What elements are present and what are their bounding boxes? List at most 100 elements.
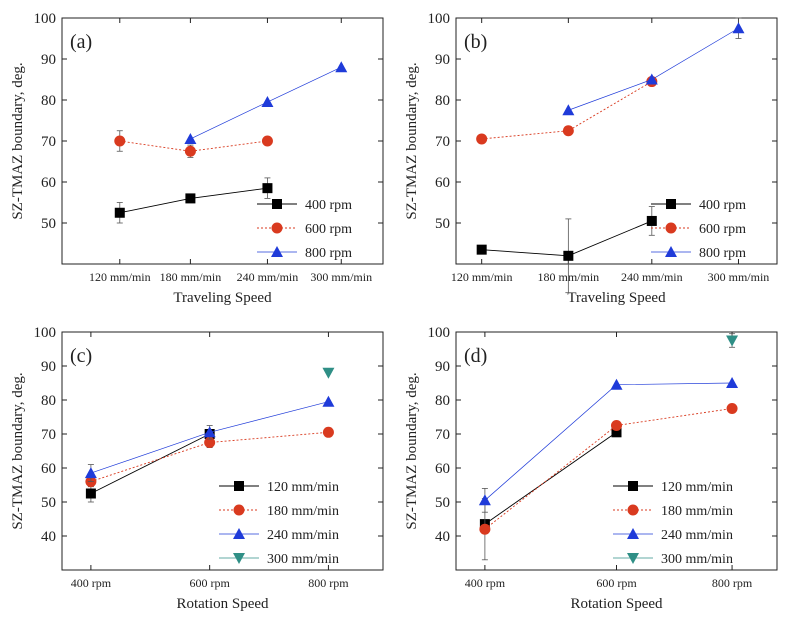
data-point xyxy=(611,420,622,431)
data-point xyxy=(261,135,273,147)
data-point xyxy=(203,426,216,438)
data-point xyxy=(322,395,335,407)
legend-label: 240 mm/min xyxy=(267,528,339,543)
y-axis-title: SZ-TMAZ boundary, deg. xyxy=(10,62,26,219)
legend-label: 120 mm/min xyxy=(267,480,339,495)
data-point xyxy=(185,193,196,204)
y-tick-label: 60 xyxy=(435,461,450,477)
legend-marker xyxy=(233,504,245,516)
panel-label: (c) xyxy=(70,345,92,367)
series-4 xyxy=(726,333,739,348)
x-tick-label: 120 mm/min xyxy=(451,270,513,284)
data-point xyxy=(610,378,623,390)
y-tick-label: 60 xyxy=(435,175,450,191)
y-tick-label: 50 xyxy=(41,495,56,511)
plot-frame xyxy=(61,331,384,571)
data-point xyxy=(335,61,348,73)
legend-label: 800 rpm xyxy=(699,246,746,261)
data-point xyxy=(322,426,334,438)
series-line xyxy=(484,431,617,525)
legend-marker xyxy=(666,199,676,209)
data-point xyxy=(478,494,491,506)
panel-label: (d) xyxy=(464,345,487,367)
data-point xyxy=(184,145,196,157)
legend-label: 300 mm/min xyxy=(267,552,339,567)
y-tick-label: 100 xyxy=(34,325,57,341)
y-tick-label: 100 xyxy=(428,325,451,341)
y-tick-label: 80 xyxy=(41,393,56,409)
data-point xyxy=(726,335,739,347)
legend: 120 mm/min 180 mm/min 240 mm/min 300 mm/min xyxy=(219,480,339,567)
data-point xyxy=(262,183,273,194)
y-tick-label: 50 xyxy=(435,495,450,511)
series-line xyxy=(90,433,210,494)
x-tick-label: 400 rpm xyxy=(71,576,112,590)
data-point xyxy=(114,135,126,147)
data-point xyxy=(204,437,216,448)
y-tick-label: 80 xyxy=(41,93,56,109)
y-tick-label: 50 xyxy=(41,216,56,232)
data-point xyxy=(732,22,745,34)
panel-label: (a) xyxy=(70,31,92,53)
legend-marker xyxy=(272,199,282,209)
data-point xyxy=(645,73,658,85)
data-point xyxy=(726,377,739,388)
legend: 120 mm/min 180 mm/min 240 mm/min 300 mm/min xyxy=(613,480,733,567)
data-point xyxy=(562,125,574,137)
series-1 xyxy=(85,429,215,503)
series-2 xyxy=(114,130,273,158)
legend-label: 120 mm/min xyxy=(661,480,733,495)
data-point xyxy=(646,215,657,226)
y-tick-label: 50 xyxy=(435,216,450,232)
data-point xyxy=(261,96,274,108)
y-tick-label: 70 xyxy=(435,134,450,150)
x-tick-label: 600 rpm xyxy=(596,576,637,590)
y-tick-label: 70 xyxy=(41,134,56,150)
series-2 xyxy=(85,426,334,488)
chart-panel-4: 40 50 60 70 80 90 100 400 rpm 600 rpm 800 rpm Rota… xyxy=(404,325,778,612)
legend-label: 180 mm/min xyxy=(661,504,733,519)
legend-marker xyxy=(665,222,677,234)
y-tick-label: 90 xyxy=(41,52,56,68)
legend-marker xyxy=(271,222,283,234)
y-axis-title: SZ-TMAZ boundary, deg. xyxy=(10,372,26,529)
data-point xyxy=(322,367,335,379)
legend: 400 rpm 600 rpm 800 rpm xyxy=(651,198,746,261)
x-axis-title: Traveling Speed xyxy=(173,290,272,306)
y-tick-label: 60 xyxy=(41,175,56,191)
y-tick-label: 40 xyxy=(435,529,450,545)
x-tick-label: 600 rpm xyxy=(189,576,230,590)
data-point xyxy=(476,133,488,145)
x-tick-label: 400 rpm xyxy=(465,576,506,590)
x-tick-label: 300 mm/min xyxy=(310,270,372,284)
y-tick-label: 70 xyxy=(435,427,450,443)
legend-label: 300 mm/min xyxy=(661,552,733,567)
x-tick-label: 800 rpm xyxy=(712,576,753,590)
legend-marker xyxy=(665,246,677,257)
series-4 xyxy=(322,367,335,379)
legend-marker xyxy=(627,553,639,564)
legend-label: 400 rpm xyxy=(699,198,746,213)
legend-marker xyxy=(233,528,245,539)
legend-label: 600 rpm xyxy=(305,222,352,237)
x-tick-label: 240 mm/min xyxy=(621,270,683,284)
legend-label: 400 rpm xyxy=(305,198,352,213)
series-line xyxy=(568,27,739,111)
panel-label: (b) xyxy=(464,31,487,53)
data-point xyxy=(611,427,622,438)
legend-label: 180 mm/min xyxy=(267,504,339,519)
legend-marker xyxy=(234,481,244,491)
series-3 xyxy=(84,395,335,483)
data-point xyxy=(85,488,96,499)
chart-panel-3: 40 50 60 70 80 90 100 400 rpm 600 rpm 800 rpm Rota… xyxy=(10,325,384,612)
y-axis-title: SZ-TMAZ boundary, deg. xyxy=(404,62,420,219)
legend-marker xyxy=(271,246,283,257)
x-axis-title: Rotation Speed xyxy=(570,596,663,612)
legend-label: 240 mm/min xyxy=(661,528,733,543)
data-point xyxy=(479,523,491,535)
x-axis-title: Traveling Speed xyxy=(567,290,666,306)
y-tick-label: 100 xyxy=(428,11,451,27)
y-axis-title: SZ-TMAZ boundary, deg. xyxy=(404,372,420,529)
series-line xyxy=(481,81,653,140)
data-point xyxy=(563,250,574,261)
